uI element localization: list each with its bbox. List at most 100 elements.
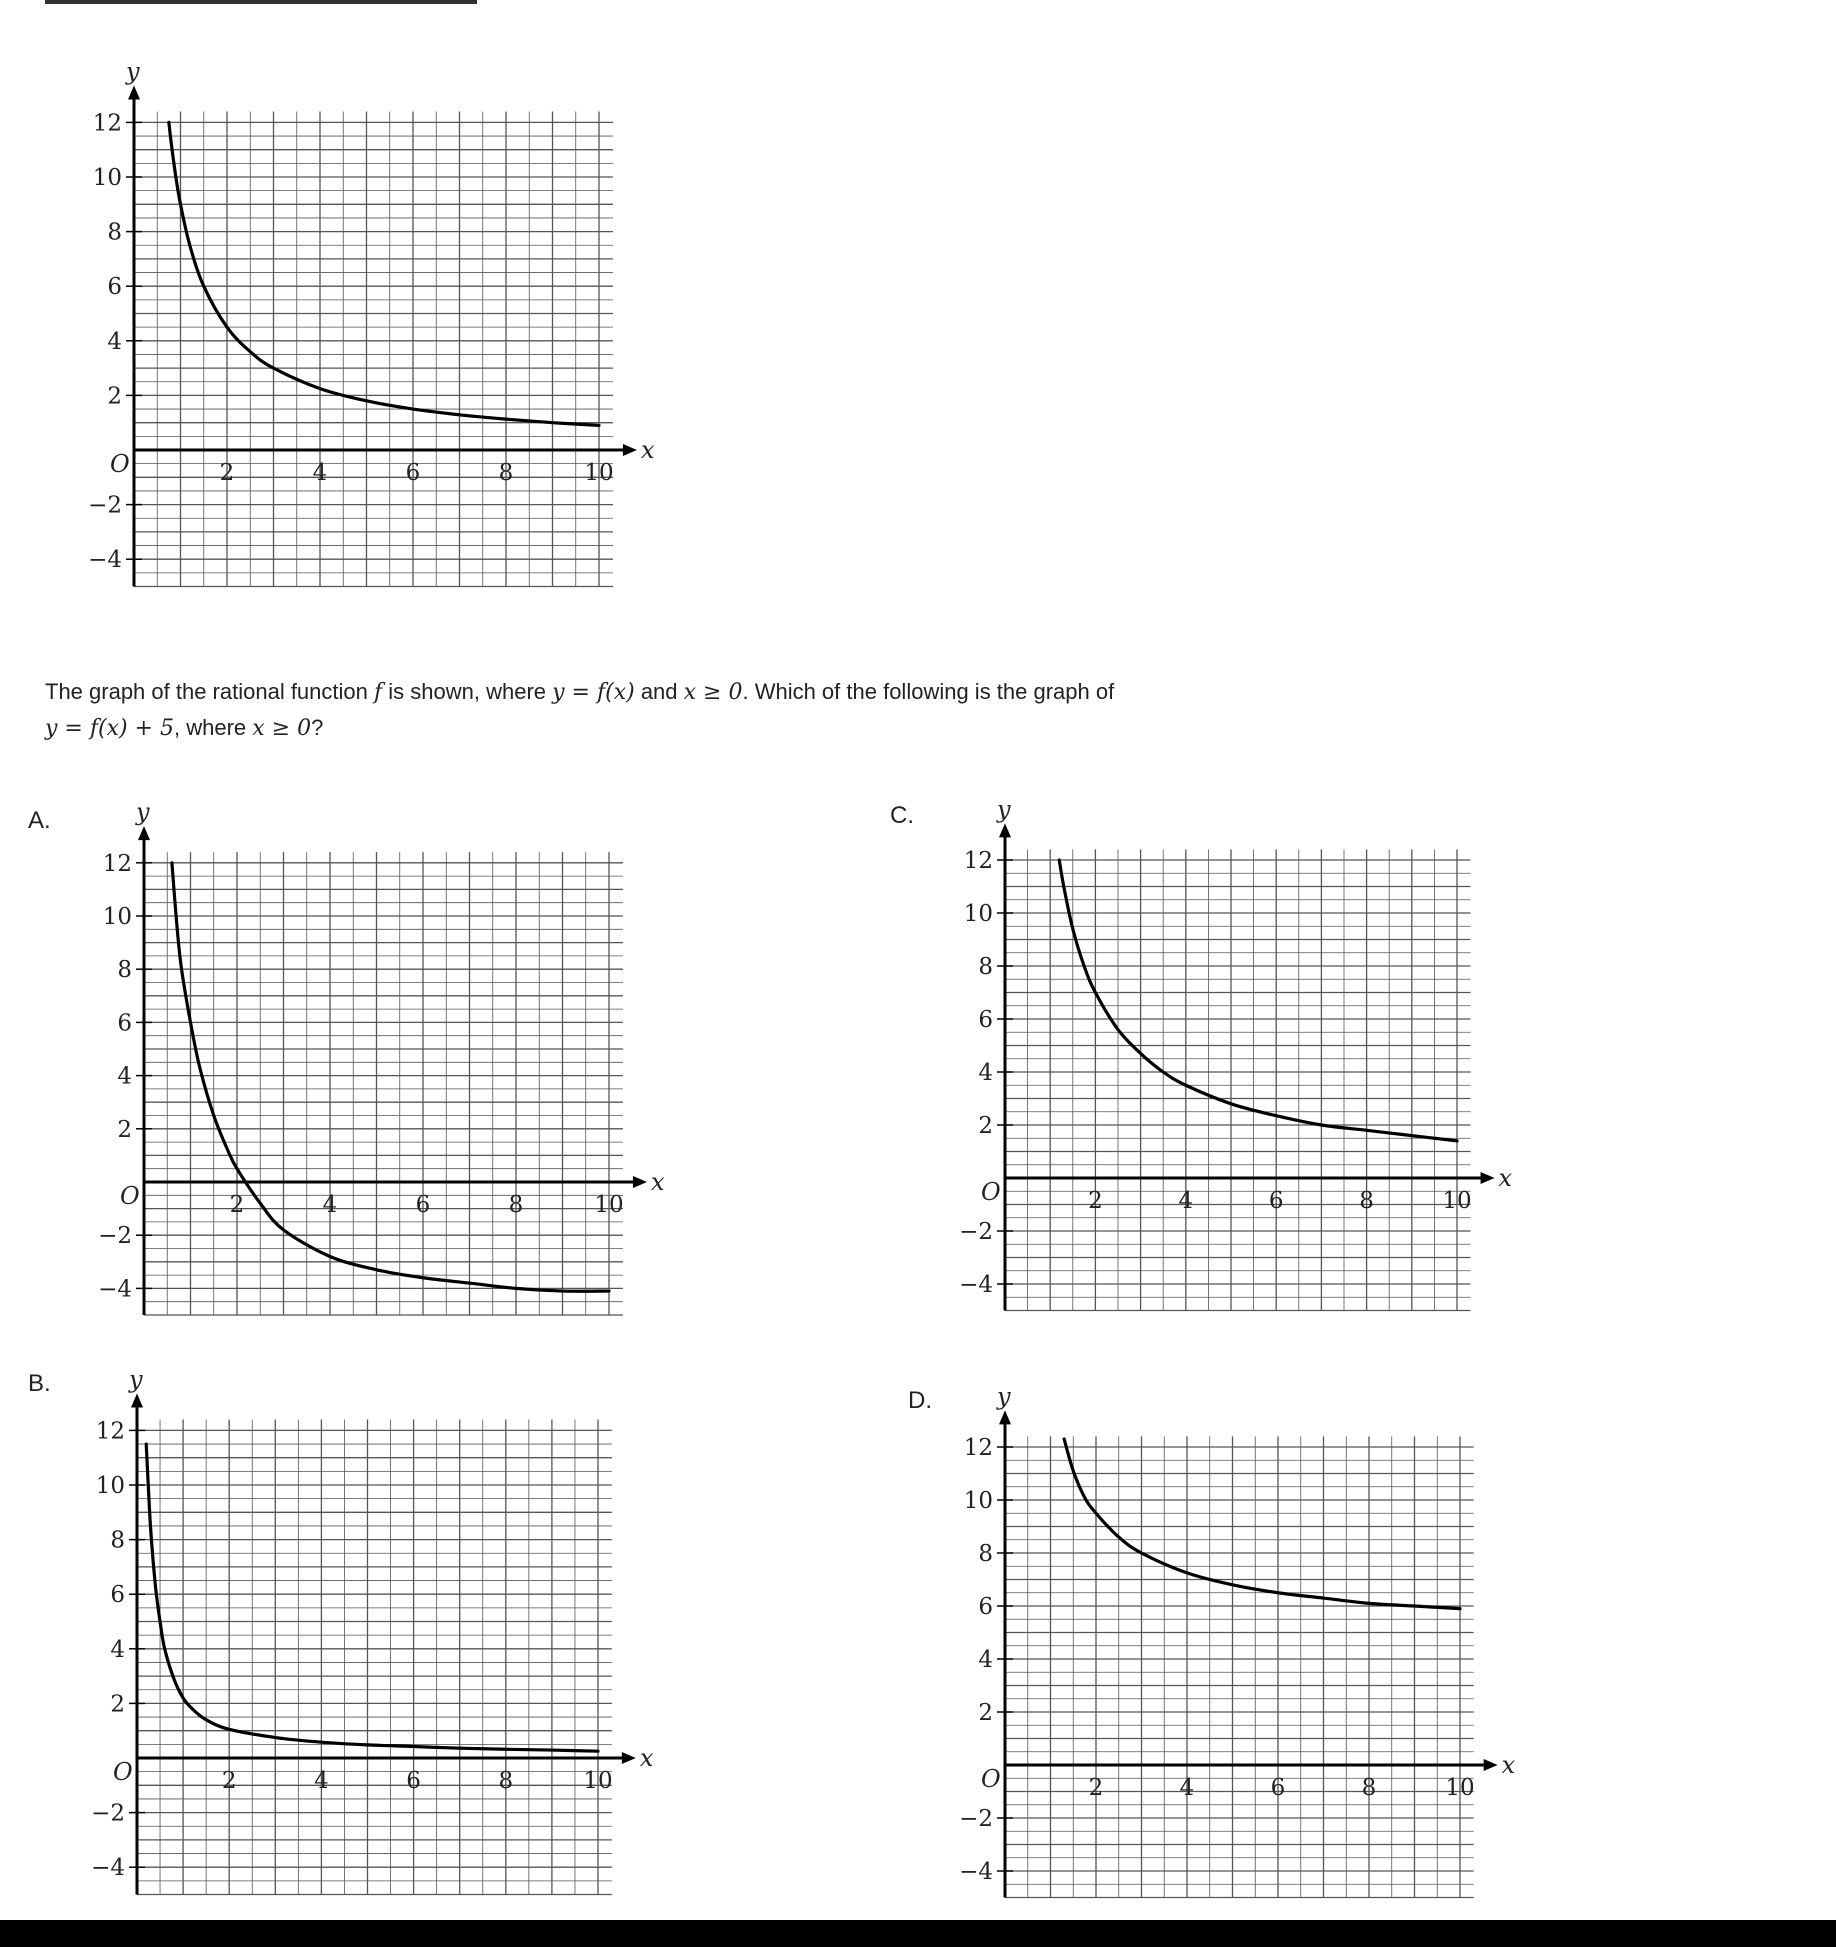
x-axis-arrow bbox=[1483, 1759, 1498, 1771]
x-axis-name: x bbox=[640, 1744, 654, 1772]
origin-label: O bbox=[110, 450, 130, 478]
question-line-2: y = f(x) + 5, where x ≥ 0? bbox=[45, 710, 1295, 746]
y-tick-label: 12 bbox=[96, 1418, 125, 1444]
given-graph: y x O −4 −2 2 4 6 8 10 12 2 4 6 8 10 bbox=[88, 57, 655, 588]
grid bbox=[1005, 1436, 1474, 1899]
origin-label: O bbox=[120, 1182, 140, 1210]
choice-c-graph[interactable]: y x O −4 −2 2 4 6 8 10 12 2 4 6 8 10 bbox=[940, 795, 1520, 1325]
choice-a-label[interactable]: A. bbox=[28, 807, 51, 834]
function-curve bbox=[1062, 1437, 1462, 1611]
y-tick-label: 6 bbox=[978, 1594, 993, 1620]
x-tick-label: 6 bbox=[416, 1192, 431, 1218]
y-tick-label: 4 bbox=[107, 329, 122, 355]
question-text: The graph of the rational function f is … bbox=[45, 674, 1295, 746]
y-tick-label: 2 bbox=[117, 1117, 132, 1143]
y-tick-label: 8 bbox=[110, 1528, 125, 1554]
x-tick-label: 2 bbox=[222, 1768, 237, 1794]
function-curve bbox=[170, 861, 611, 1293]
y-tick-label: 6 bbox=[107, 274, 122, 300]
x-tick-label: 4 bbox=[313, 460, 328, 486]
question-fragment: The graph of the rational function bbox=[45, 679, 374, 704]
x-axis-arrow bbox=[1480, 1172, 1495, 1184]
x-tick-label: 8 bbox=[1362, 1775, 1377, 1801]
y-tick-label: 6 bbox=[110, 1582, 125, 1608]
question-fragment: . Which of the following is the graph of bbox=[742, 679, 1115, 704]
x-tick-label: 10 bbox=[1445, 1775, 1474, 1801]
y-axis-name: y bbox=[135, 798, 150, 826]
grid bbox=[137, 1419, 612, 1896]
y-tick-label: 2 bbox=[110, 1691, 125, 1717]
x-tick-label: 6 bbox=[406, 460, 421, 486]
x-tick-label: 6 bbox=[1271, 1775, 1286, 1801]
y-tick-label: 10 bbox=[964, 1488, 993, 1514]
function-curve bbox=[1057, 858, 1459, 1143]
x-tick-label: 2 bbox=[220, 460, 235, 486]
y-tick-label: 6 bbox=[978, 1007, 993, 1033]
y-tick-label: −4 bbox=[88, 547, 122, 573]
math-expression: x ≥ 0 bbox=[252, 716, 312, 741]
y-axis-arrow bbox=[138, 826, 150, 841]
y-axis-arrow bbox=[131, 1393, 143, 1408]
x-axis-arrow bbox=[622, 444, 637, 456]
math-expression: f bbox=[374, 680, 383, 705]
x-axis-name: x bbox=[1502, 1751, 1516, 1779]
y-tick-label: −2 bbox=[959, 1219, 993, 1245]
y-tick-label: −4 bbox=[959, 1272, 993, 1298]
y-axis-arrow bbox=[999, 1410, 1011, 1425]
y-tick-label: 4 bbox=[978, 1647, 993, 1673]
choice-d-label[interactable]: D. bbox=[908, 1387, 932, 1414]
y-tick-label: 4 bbox=[110, 1637, 125, 1663]
x-tick-label: 8 bbox=[498, 1768, 513, 1794]
y-tick-label: 8 bbox=[978, 954, 993, 980]
x-tick-label: 10 bbox=[583, 1768, 612, 1794]
bottom-bar bbox=[0, 1920, 1836, 1947]
grid bbox=[144, 852, 623, 1316]
x-axis-name: x bbox=[641, 436, 655, 464]
choice-a-graph[interactable]: y x O −4 −2 2 4 6 8 10 12 2 4 6 8 10 bbox=[80, 798, 665, 1340]
function-curve bbox=[144, 1442, 600, 1753]
y-axis-arrow bbox=[128, 85, 140, 100]
x-tick-label: 4 bbox=[323, 1192, 338, 1218]
y-tick-label: −4 bbox=[91, 1855, 125, 1881]
y-tick-label: 10 bbox=[964, 901, 993, 927]
y-axis-name: y bbox=[996, 1382, 1011, 1410]
y-tick-label: 12 bbox=[103, 851, 132, 877]
math-expression: y = f(x) + 5 bbox=[45, 716, 174, 741]
y-tick-label: 12 bbox=[964, 848, 993, 874]
x-tick-label: 2 bbox=[230, 1192, 245, 1218]
choice-b-graph[interactable]: y x O −4 −2 2 4 6 8 10 12 2 4 6 8 10 bbox=[70, 1365, 654, 1920]
x-tick-label: 10 bbox=[1442, 1188, 1471, 1214]
y-tick-label: 2 bbox=[978, 1113, 993, 1139]
y-tick-label: 10 bbox=[103, 904, 132, 930]
x-axis-arrow bbox=[632, 1176, 647, 1188]
x-tick-label: 8 bbox=[509, 1192, 524, 1218]
question-fragment: , where bbox=[173, 715, 253, 740]
x-axis-name: x bbox=[1499, 1164, 1513, 1192]
x-tick-label: 10 bbox=[584, 460, 613, 486]
x-tick-label: 8 bbox=[1359, 1188, 1374, 1214]
y-tick-label: −2 bbox=[88, 493, 122, 519]
y-axis-name: y bbox=[996, 795, 1011, 823]
x-tick-label: 2 bbox=[1089, 1775, 1104, 1801]
y-tick-label: 8 bbox=[117, 957, 132, 983]
y-axis-arrow bbox=[999, 823, 1011, 838]
question-fragment: ? bbox=[311, 715, 324, 740]
origin-label: O bbox=[981, 1178, 1001, 1206]
x-tick-label: 6 bbox=[1269, 1188, 1284, 1214]
y-tick-label: 8 bbox=[978, 1541, 993, 1567]
y-tick-label: 10 bbox=[93, 165, 122, 191]
x-tick-label: 4 bbox=[1180, 1775, 1195, 1801]
y-tick-label: 4 bbox=[117, 1064, 132, 1090]
x-tick-label: 4 bbox=[1178, 1188, 1193, 1214]
y-tick-label: −4 bbox=[959, 1859, 993, 1885]
choice-d-graph[interactable]: y x O −4 −2 2 4 6 8 10 12 2 4 6 8 10 bbox=[940, 1382, 1520, 1915]
choice-c-label[interactable]: C. bbox=[890, 802, 914, 829]
y-axis-name: y bbox=[128, 1365, 143, 1393]
y-tick-label: −4 bbox=[98, 1276, 132, 1302]
origin-label: O bbox=[981, 1765, 1001, 1793]
y-tick-label: −2 bbox=[98, 1223, 132, 1249]
y-tick-label: 6 bbox=[117, 1010, 132, 1036]
y-tick-label: 10 bbox=[96, 1473, 125, 1499]
choice-b-label[interactable]: B. bbox=[28, 1370, 51, 1397]
x-tick-label: 8 bbox=[499, 460, 514, 486]
